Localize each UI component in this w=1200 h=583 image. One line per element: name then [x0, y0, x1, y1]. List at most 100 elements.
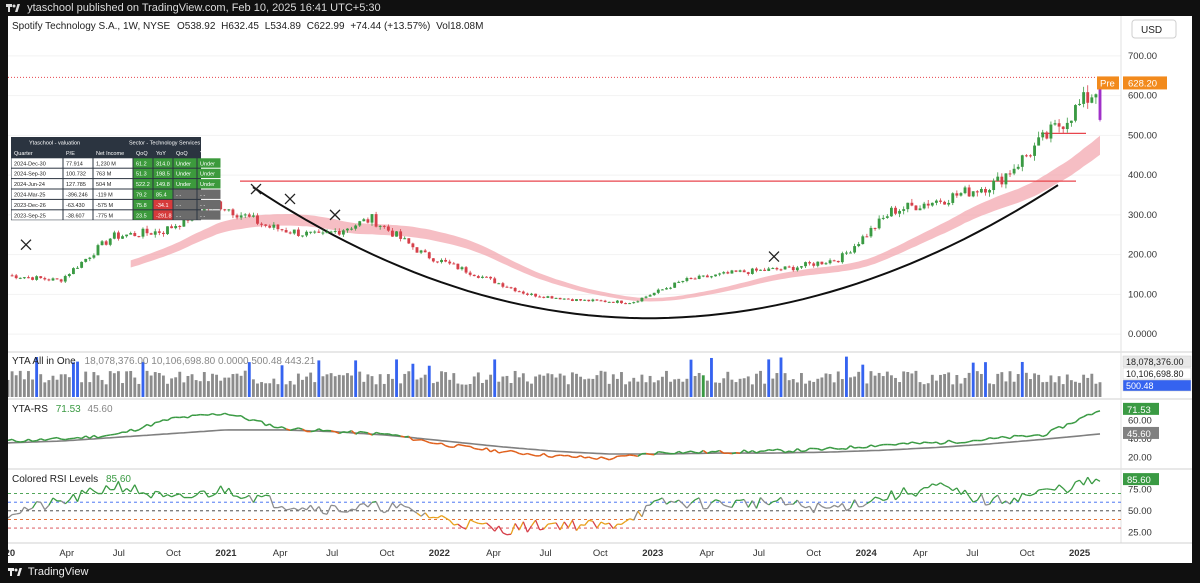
rsi-line-segment: [298, 507, 303, 511]
candle-body: [918, 208, 922, 211]
candle-body: [607, 301, 611, 303]
publisher-text: ytaschool published on TradingView.com, …: [27, 2, 381, 14]
volume-bar: [996, 373, 1000, 397]
rsi-line-segment: [522, 521, 529, 533]
rs-line-segment: [52, 436, 58, 439]
chart-area[interactable]: Spotify Technology S.A., 1W, NYSE O538.9…: [0, 16, 1192, 563]
table-cell: 100.732: [66, 172, 86, 178]
volume-bar: [534, 376, 538, 397]
volume-bar: [149, 375, 153, 397]
rs-line-segment: [187, 414, 193, 419]
rsi-line-segment: [195, 490, 201, 496]
rs-line-segment: [310, 430, 315, 433]
volume-bar: [161, 375, 165, 397]
candle-body: [628, 303, 632, 305]
time-tick: 2023: [642, 548, 663, 559]
candle-body: [472, 274, 476, 277]
rs-line-segment: [155, 421, 160, 424]
vol-label: Vol: [436, 21, 450, 32]
volume-bar: [423, 374, 427, 397]
rsi-line-segment: [932, 483, 937, 486]
rsi-line-segment: [400, 503, 406, 508]
rs-line-segment: [265, 423, 270, 427]
time-axis[interactable]: 2020 Apr Jul Oct 2021 Apr Jul Oct 2022 Apr Jul Oct 2…: [0, 548, 1091, 559]
rsi-line-segment: [817, 502, 823, 508]
volume-bar: [705, 380, 709, 397]
rs-line-segment: [253, 419, 258, 422]
candle-body: [996, 176, 1000, 181]
rsi-line-segment: [85, 487, 91, 494]
volume-bar: [599, 370, 603, 397]
table-cell-bg: [93, 179, 133, 189]
candle-body: [10, 275, 14, 277]
rs-line-segment: [261, 420, 267, 427]
rsi-line-segment: [81, 489, 87, 494]
volume-bar: [812, 381, 816, 397]
candle-body: [35, 276, 39, 280]
currency-button[interactable]: USD: [1131, 19, 1177, 39]
candle-body: [460, 267, 464, 270]
table-cell: 127.785: [66, 182, 86, 188]
volume-bar: [39, 374, 43, 397]
rsi-line-segment: [796, 499, 802, 507]
candle-body: [971, 191, 975, 197]
table-cell: - -: [200, 213, 205, 219]
volume-bar: [206, 381, 210, 397]
volume-bar: [227, 377, 231, 397]
footer-brand: TradingView: [27, 566, 89, 578]
rs-line-segment: [633, 454, 638, 457]
candle-body: [665, 288, 668, 290]
rs-line-segment: [531, 454, 536, 457]
rsi-line-segment: [600, 521, 606, 525]
candle-body: [730, 270, 734, 274]
table-cell: - -: [176, 213, 181, 219]
volume-bar: [517, 377, 521, 397]
volume-bar: [247, 362, 251, 397]
candle-body: [795, 267, 799, 271]
candle-body: [309, 231, 313, 233]
candle-body: [857, 244, 861, 247]
rsi-line-segment: [948, 486, 954, 492]
candle-body: [317, 231, 321, 233]
rs-line-segment: [625, 454, 630, 457]
volume-bar: [464, 384, 468, 397]
chart-svg[interactable]: Spotify Technology S.A., 1W, NYSE O538.9…: [0, 16, 1192, 563]
candle-body: [746, 272, 750, 274]
rs-line-segment: [281, 426, 287, 430]
volume-bar: [444, 372, 448, 397]
volume-bar: [325, 374, 329, 397]
rs-line-segment: [114, 432, 119, 436]
volume-bar: [853, 376, 857, 397]
candle-body: [546, 296, 550, 298]
table-cell: Under: [200, 182, 215, 188]
candle-body: [894, 207, 897, 214]
rsi-line-segment: [31, 501, 38, 509]
rsi-line-segment: [244, 494, 250, 499]
candle-body: [395, 231, 398, 237]
table-cell-bg: [11, 189, 63, 199]
table-cell: - -: [200, 193, 205, 199]
rs-line-segment: [543, 452, 549, 458]
x-markers: [20, 183, 780, 263]
candle-body: [534, 293, 538, 297]
rsi-line-segment: [318, 506, 324, 514]
candle-body: [783, 266, 787, 270]
price-axis[interactable]: 700.00 600.00 500.00 400.00 300.00 200.00 100.…: [1097, 51, 1167, 340]
rsi-line-segment: [567, 519, 573, 528]
last-price-value: 628.20: [1128, 78, 1157, 89]
candle-body: [1000, 176, 1004, 185]
candle-body: [235, 215, 239, 218]
candle-body: [456, 263, 460, 270]
rsi-line-segment: [453, 523, 459, 526]
rs-line-segment: [772, 448, 778, 452]
tradingview-logo-icon: [8, 568, 22, 577]
candle-body: [125, 234, 129, 237]
rsi-line-segment: [621, 520, 626, 525]
rsi-line-segment: [747, 500, 753, 508]
volume-bar: [284, 384, 288, 397]
candle-body: [243, 214, 247, 216]
volume-bar: [51, 375, 55, 397]
rsi-line-segment: [146, 493, 152, 499]
volume-bar: [1045, 381, 1049, 397]
rsi-line-segment: [555, 522, 561, 531]
